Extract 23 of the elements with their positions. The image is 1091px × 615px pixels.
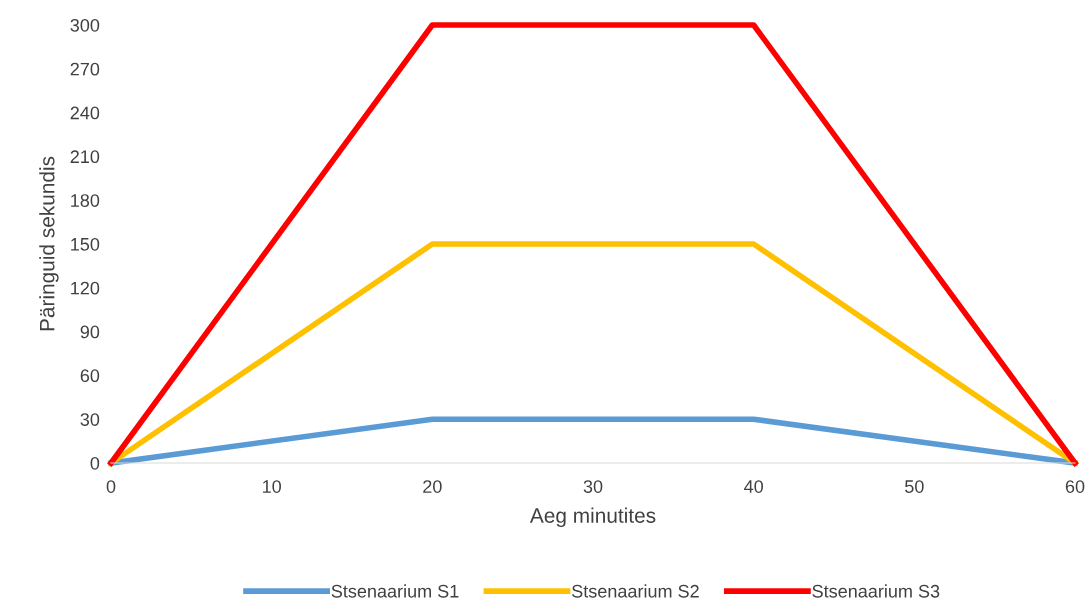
- x-tick-label: 50: [905, 480, 924, 493]
- y-tick-label: 210: [70, 150, 100, 164]
- y-tick-label: 270: [70, 62, 100, 76]
- x-tick-label: 20: [423, 480, 442, 493]
- y-axis-title: Päringuid sekundis: [39, 156, 59, 331]
- y-tick-label: 60: [80, 369, 100, 383]
- legend-label: Stsenaarium S1: [331, 584, 459, 598]
- y-tick-label: 240: [70, 106, 100, 120]
- y-tick-label: 150: [71, 237, 100, 251]
- x-tick-label: 0: [106, 480, 116, 493]
- y-tick-label: 120: [71, 281, 100, 295]
- y-tick-label: 180: [71, 194, 100, 207]
- x-tick-label: 10: [263, 480, 281, 493]
- x-axis-title: Aeg minutites: [529, 507, 656, 528]
- y-tick-label: 0: [90, 456, 100, 470]
- x-tick-label: 30: [583, 480, 603, 493]
- y-tick-label: 30: [80, 413, 100, 426]
- y-tick-label: 300: [70, 18, 100, 32]
- y-tick-label: 90: [80, 325, 100, 339]
- legend-label: Stsenaarium S2: [572, 584, 699, 598]
- x-tick-label: 40: [744, 480, 763, 493]
- legend-label: Stsenaarium S3: [812, 584, 940, 598]
- x-tick-label: 60: [1065, 480, 1085, 493]
